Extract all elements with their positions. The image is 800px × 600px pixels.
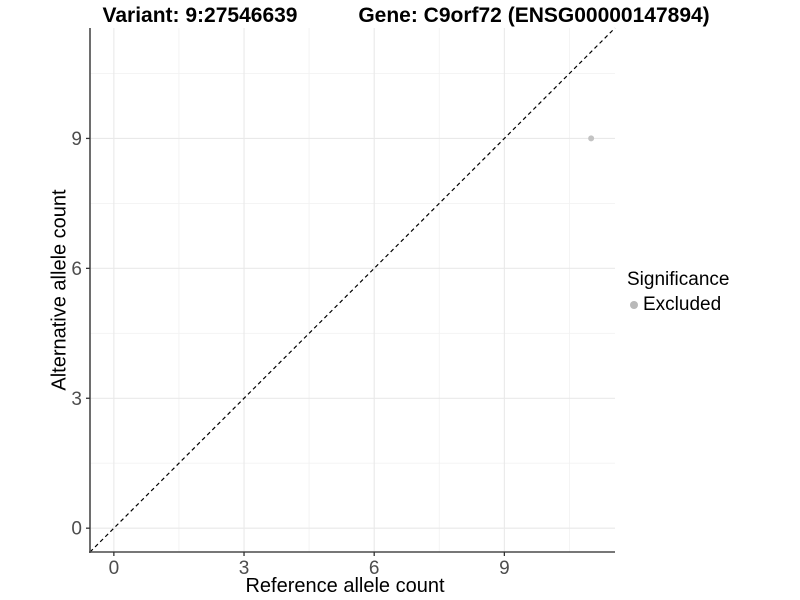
legend-key-dot-icon [630,301,638,309]
legend-title: Significance [627,269,730,290]
y-tick-label: 6 [71,259,82,280]
identity-dashed-line [89,27,616,553]
legend-item-label: Excluded [643,294,722,315]
x-axis-label: Reference allele count [245,575,445,597]
data-point [588,135,595,142]
plot-title-variant: Variant: 9:27546639 [102,4,298,27]
legend-item: Excluded [630,294,729,316]
x-tick-label: 0 [109,558,120,579]
y-tick-label: 9 [71,129,82,150]
plot-title-gene: Gene: C9orf72 (ENSG00000147894) [358,4,710,27]
y-tick-label: 3 [71,389,82,410]
legend: Significance Excluded [627,269,729,316]
y-tick-label: 0 [71,519,82,540]
legend-items: Excluded [627,294,729,316]
x-tick-label: 6 [369,558,380,579]
x-tick-label: 9 [499,558,510,579]
x-tick-label: 3 [239,558,250,579]
